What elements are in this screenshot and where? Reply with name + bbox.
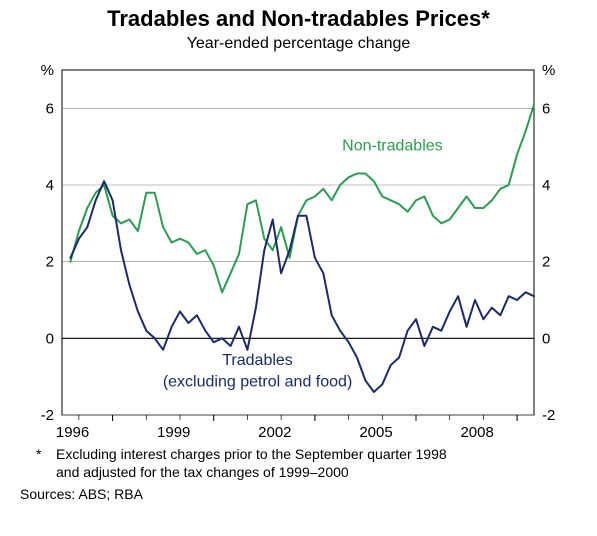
x-tick-label: 1996	[56, 424, 89, 441]
non-tradables-label: Non-tradables	[342, 138, 443, 155]
tradables-sublabel: (excluding petrol and food)	[163, 373, 352, 390]
chart-title: Tradables and Non-tradables Prices*	[107, 6, 490, 31]
y-tick-right: 6	[542, 100, 550, 117]
footnote-line: Excluding interest charges prior to the …	[56, 446, 447, 462]
y-unit-left: %	[41, 62, 54, 79]
x-tick-label: 2002	[258, 424, 291, 441]
y-tick-left: 4	[46, 177, 54, 194]
chart-svg: Tradables and Non-tradables Prices* Year-…	[0, 0, 597, 536]
footnote-marker: *	[36, 446, 42, 462]
y-tick-right: 4	[542, 177, 550, 194]
y-tick-left: 2	[46, 254, 54, 271]
y-tick-left: 6	[46, 100, 54, 117]
y-unit-right: %	[542, 62, 555, 79]
x-tick-label: 2005	[359, 424, 392, 441]
chart-container: Tradables and Non-tradables Prices* Year-…	[0, 0, 597, 536]
y-tick-left: 0	[46, 330, 54, 347]
y-tick-right: 0	[542, 330, 550, 347]
footnote-line: and adjusted for the tax changes of 1999…	[56, 464, 349, 480]
tradables-label: Tradables	[222, 352, 293, 369]
y-tick-right: 2	[542, 254, 550, 271]
x-tick-label: 2008	[460, 424, 493, 441]
x-tick-label: 1999	[157, 424, 190, 441]
sources-label: Sources: ABS; RBA	[20, 486, 144, 502]
chart-subtitle: Year-ended percentage change	[187, 35, 411, 52]
y-tick-right: -2	[542, 407, 555, 424]
y-tick-left: -2	[41, 407, 54, 424]
